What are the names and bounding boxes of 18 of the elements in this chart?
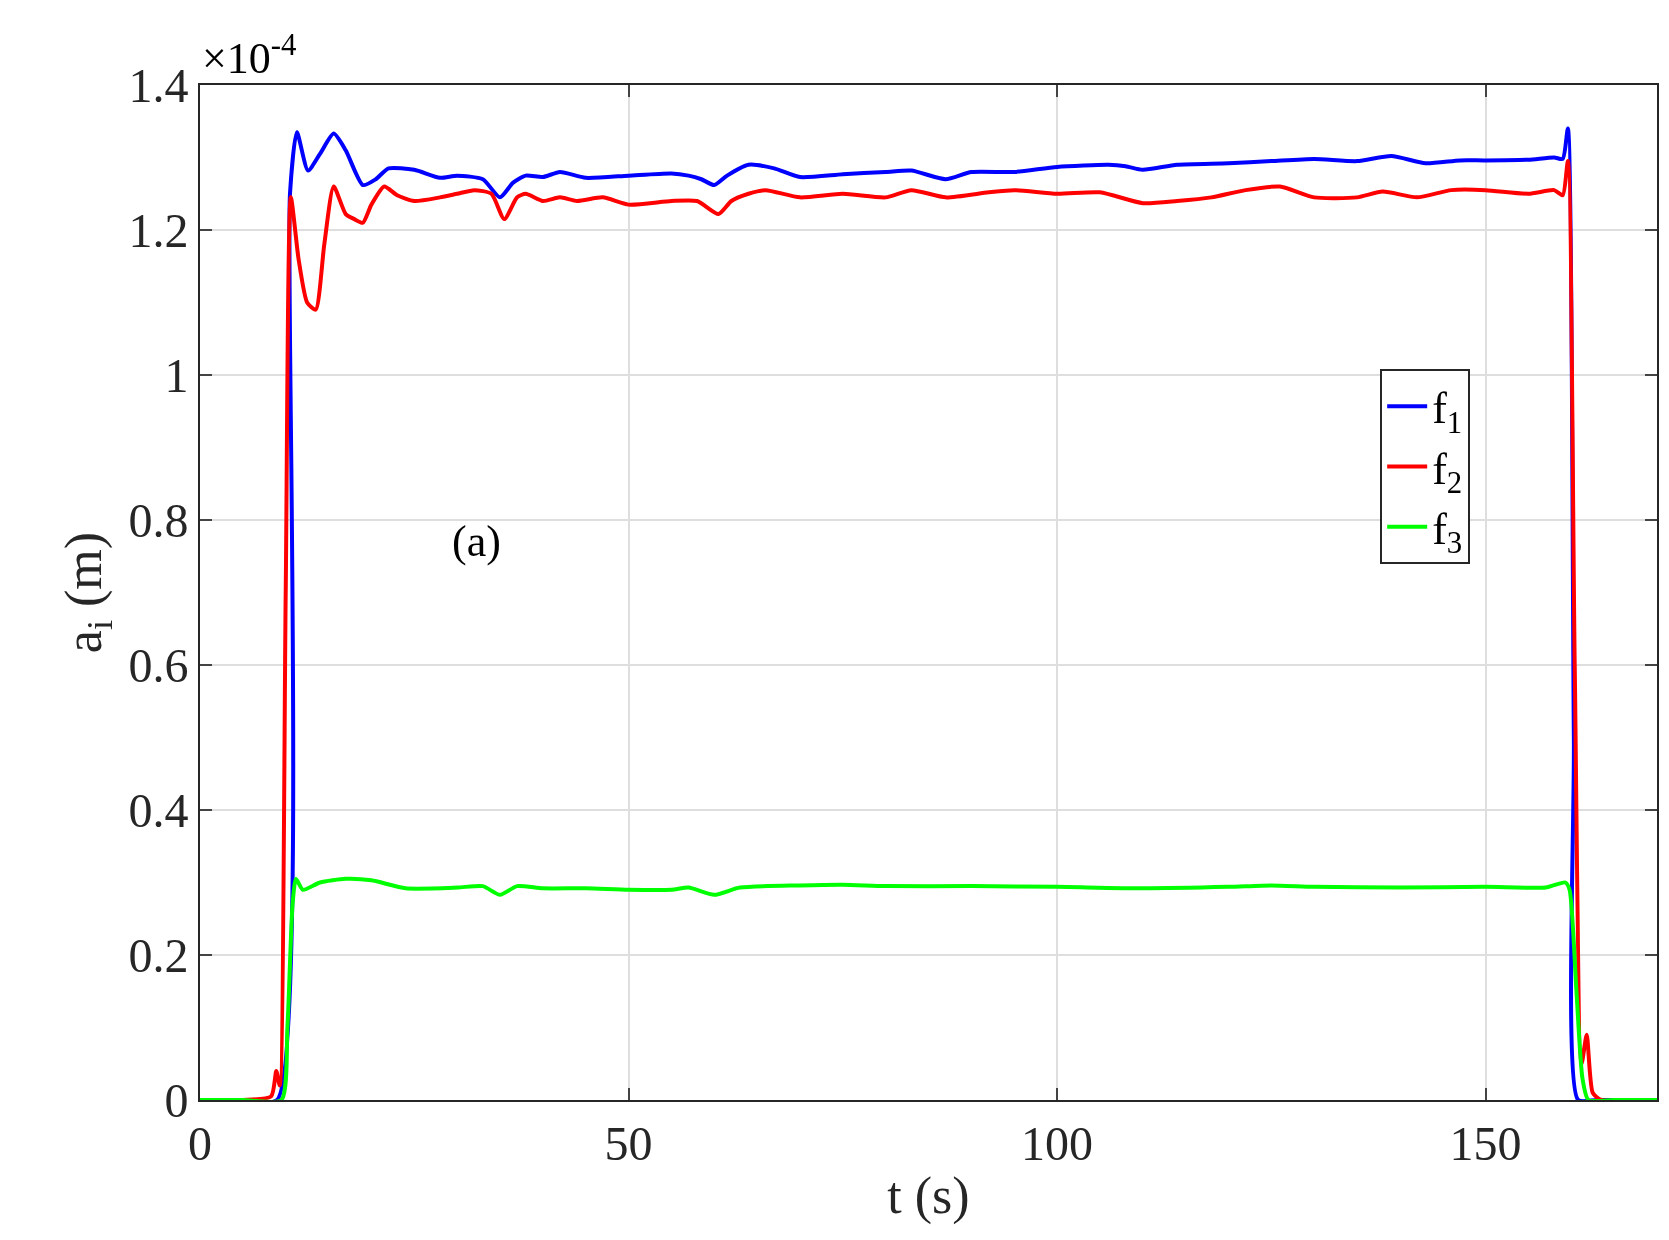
y-tick-label: 0.6 [128, 638, 189, 692]
text: ×10$^{-4}$ [202, 28, 297, 84]
legend-label: f$_{2}$ [1432, 444, 1463, 500]
y-tick-label: 0.2 [128, 928, 189, 982]
x-tick-label: 50 [604, 1116, 653, 1170]
x-axis-title: t (s) [887, 1167, 970, 1225]
y-tick-label: 0.8 [128, 493, 189, 547]
y-tick-label: 1 [164, 348, 189, 402]
line-series [200, 876, 1657, 1100]
y-tick-label: 1.2 [128, 203, 189, 257]
y-tick-label: 0 [164, 1073, 189, 1127]
y-tick-label: 0.4 [128, 783, 189, 837]
legend-label: f$_{1}$ [1432, 384, 1463, 440]
annotation: (a) [452, 517, 501, 566]
x-tick-label: 150 [1449, 1116, 1522, 1170]
x-tick-label: 100 [1021, 1116, 1094, 1170]
legend-label: f$_{3}$ [1432, 504, 1463, 561]
y-tick-label: 1.4 [128, 58, 189, 112]
